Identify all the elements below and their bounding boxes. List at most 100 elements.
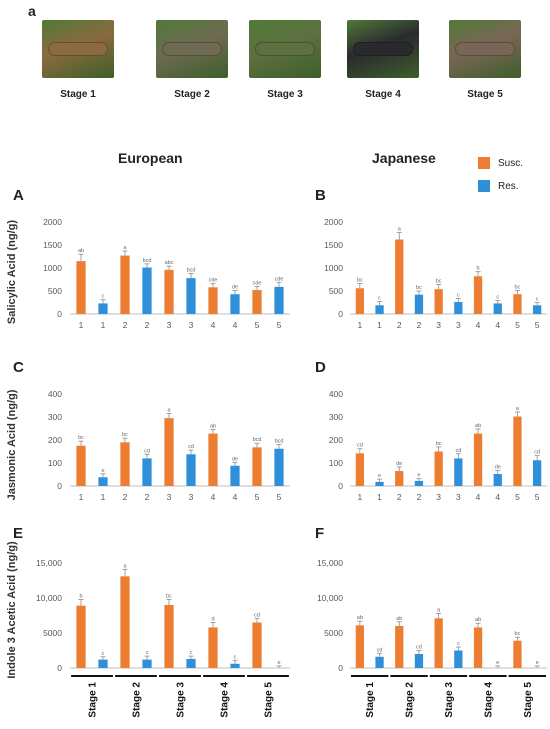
bar-e-susc-6 (208, 627, 218, 668)
stage-photo-5 (449, 20, 521, 78)
xtick-b-0: 1 (357, 320, 362, 330)
sig-label-e-7: c (234, 654, 237, 660)
ytick-d-3: 300 (329, 412, 343, 422)
xtick-e-stage-4: Stage 4 (220, 682, 231, 718)
legend-swatch-susc (478, 157, 490, 169)
xtick-d-6: 4 (476, 492, 481, 502)
bar-b-susc-0 (355, 288, 364, 314)
ytick-d-1: 100 (329, 458, 343, 468)
xtick-f-stage-1: Stage 1 (365, 682, 376, 718)
bar-a-susc-4 (164, 269, 174, 314)
sig-label-e-2: a (123, 563, 127, 569)
sig-label-f-0: ab (357, 615, 363, 621)
bar-c-res-1 (98, 477, 108, 486)
sig-label-d-9: cd (534, 450, 540, 456)
ytick-d-2: 200 (329, 435, 343, 445)
sig-label-e-9: e (277, 660, 280, 666)
bar-f-susc-0 (355, 625, 364, 668)
sig-label-c-2: bc (122, 432, 128, 438)
ytick-e-0: 0 (57, 663, 62, 673)
bar-a-susc-6 (208, 287, 218, 314)
bar-e-susc-8 (252, 622, 262, 668)
xtick-c-3: 2 (145, 492, 150, 502)
sig-label-c-1: e (101, 468, 104, 474)
xtick-b-6: 4 (476, 320, 481, 330)
xtick-b-2: 2 (397, 320, 402, 330)
panel-letter-c: C (13, 359, 24, 376)
bar-b-res-1 (375, 305, 384, 314)
xtick-d-9: 5 (535, 492, 540, 502)
sig-label-a-5: bcd (187, 268, 196, 274)
sig-label-c-9: bcd (275, 439, 284, 445)
xtick-c-5: 3 (189, 492, 194, 502)
sig-label-d-8: a (516, 406, 520, 412)
bar-f-susc-6 (473, 627, 483, 668)
stage-photo-1 (42, 20, 114, 78)
sig-label-f-3: cd (416, 645, 422, 651)
bar-c-res-5 (186, 454, 196, 486)
stage-caption-2: Stage 2 (174, 89, 210, 100)
sig-label-e-6: d (211, 617, 214, 623)
bar-d-res-3 (414, 480, 424, 486)
sig-label-f-4: a (437, 607, 441, 613)
xtick-d-1: 1 (377, 492, 382, 502)
sig-label-b-1: c (378, 296, 381, 302)
stage-caption-1: Stage 1 (60, 89, 96, 100)
ytick-a-1: 500 (48, 286, 62, 296)
ytick-c-0: 0 (57, 481, 62, 491)
bar-e-res-5 (186, 658, 196, 668)
bar-b-res-5 (454, 302, 463, 314)
stage-photo-branch-2 (162, 42, 222, 56)
stage-photo-branch-3 (255, 42, 315, 56)
xtick-e-stage-1: Stage 1 (88, 682, 99, 718)
xtick-c-0: 1 (79, 492, 84, 502)
ytick-b-1: 500 (329, 286, 343, 296)
bar-d-susc-4 (434, 451, 443, 486)
ytick-f-0: 0 (338, 663, 343, 673)
sig-label-a-1: c (102, 294, 105, 300)
legend-label-res: Res. (498, 180, 519, 192)
sig-label-e-1: c (102, 651, 105, 657)
xtick-a-3: 2 (145, 320, 150, 330)
xtick-f-stage-2: Stage 2 (405, 682, 416, 718)
sig-label-f-7: e (496, 660, 499, 666)
bar-d-susc-6 (473, 433, 483, 486)
xtick-a-8: 5 (255, 320, 260, 330)
sig-label-d-5: cd (455, 448, 461, 454)
stage-caption-4: Stage 4 (365, 89, 401, 100)
ytick-d-0: 0 (338, 481, 343, 491)
ytick-b-4: 2000 (324, 217, 343, 227)
bar-d-susc-8 (513, 416, 522, 486)
legend-res: Res. (478, 180, 519, 192)
sig-label-a-4: abc (165, 260, 174, 266)
bar-c-susc-6 (208, 433, 218, 486)
sig-label-d-7: de (495, 465, 501, 471)
xtick-e-stage-5: Stage 5 (264, 682, 275, 718)
sig-label-a-3: bcd (143, 258, 152, 264)
sig-label-d-0: cd (357, 443, 363, 449)
ytick-e-1: 5000 (43, 628, 62, 638)
ytick-b-2: 1000 (324, 263, 343, 273)
sig-label-d-3: e (417, 473, 420, 479)
sig-label-c-4: a (167, 408, 171, 414)
xtick-d-0: 1 (357, 492, 362, 502)
ytick-c-4: 400 (48, 389, 62, 399)
ytick-e-3: 15,000 (36, 558, 62, 568)
bar-b-res-7 (493, 303, 502, 314)
bar-d-susc-2 (395, 471, 404, 486)
ytick-e-2: 10,000 (36, 593, 62, 603)
sig-label-b-5: c (457, 292, 460, 298)
xtick-f-stage-3: Stage 3 (444, 682, 455, 718)
sig-label-d-1: e (378, 473, 381, 479)
sig-label-c-8: bcd (253, 437, 262, 443)
bar-b-res-9 (533, 305, 542, 314)
xtick-d-4: 3 (436, 492, 441, 502)
bar-e-susc-4 (164, 605, 174, 668)
xtick-a-7: 4 (233, 320, 238, 330)
sig-label-a-7: de (232, 285, 238, 291)
stage-photo-4 (347, 20, 419, 78)
ytick-c-3: 300 (48, 412, 62, 422)
ytick-c-1: 100 (48, 458, 62, 468)
sig-label-e-0: b (79, 593, 82, 599)
ytick-a-3: 1500 (43, 240, 62, 250)
